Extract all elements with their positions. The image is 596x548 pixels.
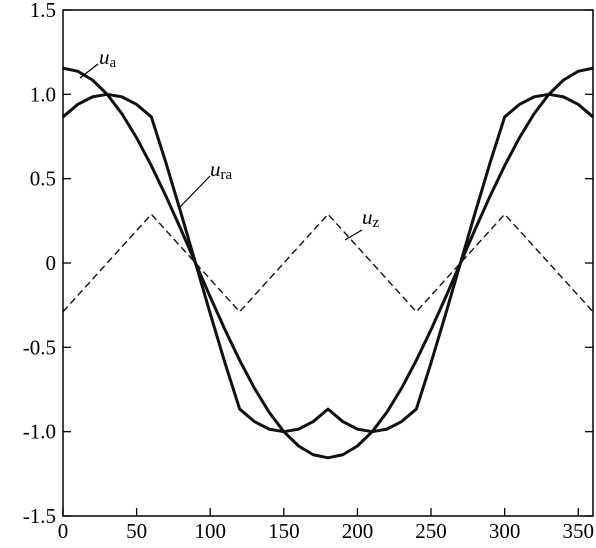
y-tick-label: 0 xyxy=(46,251,57,275)
x-tick-label: 350 xyxy=(563,519,595,543)
y-tick-label: -0.5 xyxy=(23,335,56,359)
leader-line-u-ra xyxy=(179,175,211,208)
leader-line-u-a xyxy=(79,63,99,79)
series-line-u-a xyxy=(62,66,594,460)
x-tick-label: 300 xyxy=(489,519,521,543)
x-tick-label: 100 xyxy=(194,519,226,543)
y-tick-label: 1.5 xyxy=(30,0,56,22)
series-label-main: u xyxy=(99,45,110,69)
x-tick-label: 250 xyxy=(415,519,447,543)
plot-frame xyxy=(62,9,594,517)
x-tick-label: 50 xyxy=(126,519,147,543)
series-line-u-z xyxy=(62,213,594,313)
series-label-u-ra: ura xyxy=(210,157,232,183)
y-tick-label: 1.0 xyxy=(30,82,56,106)
labels-layer: 0 50 100 150 200 250 300 350 1.5 1.0 0.5 0 -0.5 -1.0 -… xyxy=(23,0,594,543)
series-label-sub: ra xyxy=(221,167,233,183)
series-layer xyxy=(62,66,594,460)
series-label-u-a: ua xyxy=(99,45,117,71)
y-tick-label: 0.5 xyxy=(30,167,56,191)
x-tick-label: 150 xyxy=(268,519,300,543)
ticks-layer xyxy=(62,9,593,517)
leader-line-u-z xyxy=(344,229,363,241)
series-label-sub: z xyxy=(373,215,380,231)
y-tick-label: -1.0 xyxy=(23,420,56,444)
series-label-sub: a xyxy=(110,55,117,71)
series-label-main: u xyxy=(210,157,221,181)
x-tick-label: 0 xyxy=(58,519,69,543)
series-label-main: u xyxy=(362,205,373,229)
series-line-u-ra xyxy=(62,92,594,434)
y-tick-label: -1.5 xyxy=(23,504,56,528)
series-label-u-z: uz xyxy=(362,205,380,231)
x-tick-label: 200 xyxy=(342,519,374,543)
